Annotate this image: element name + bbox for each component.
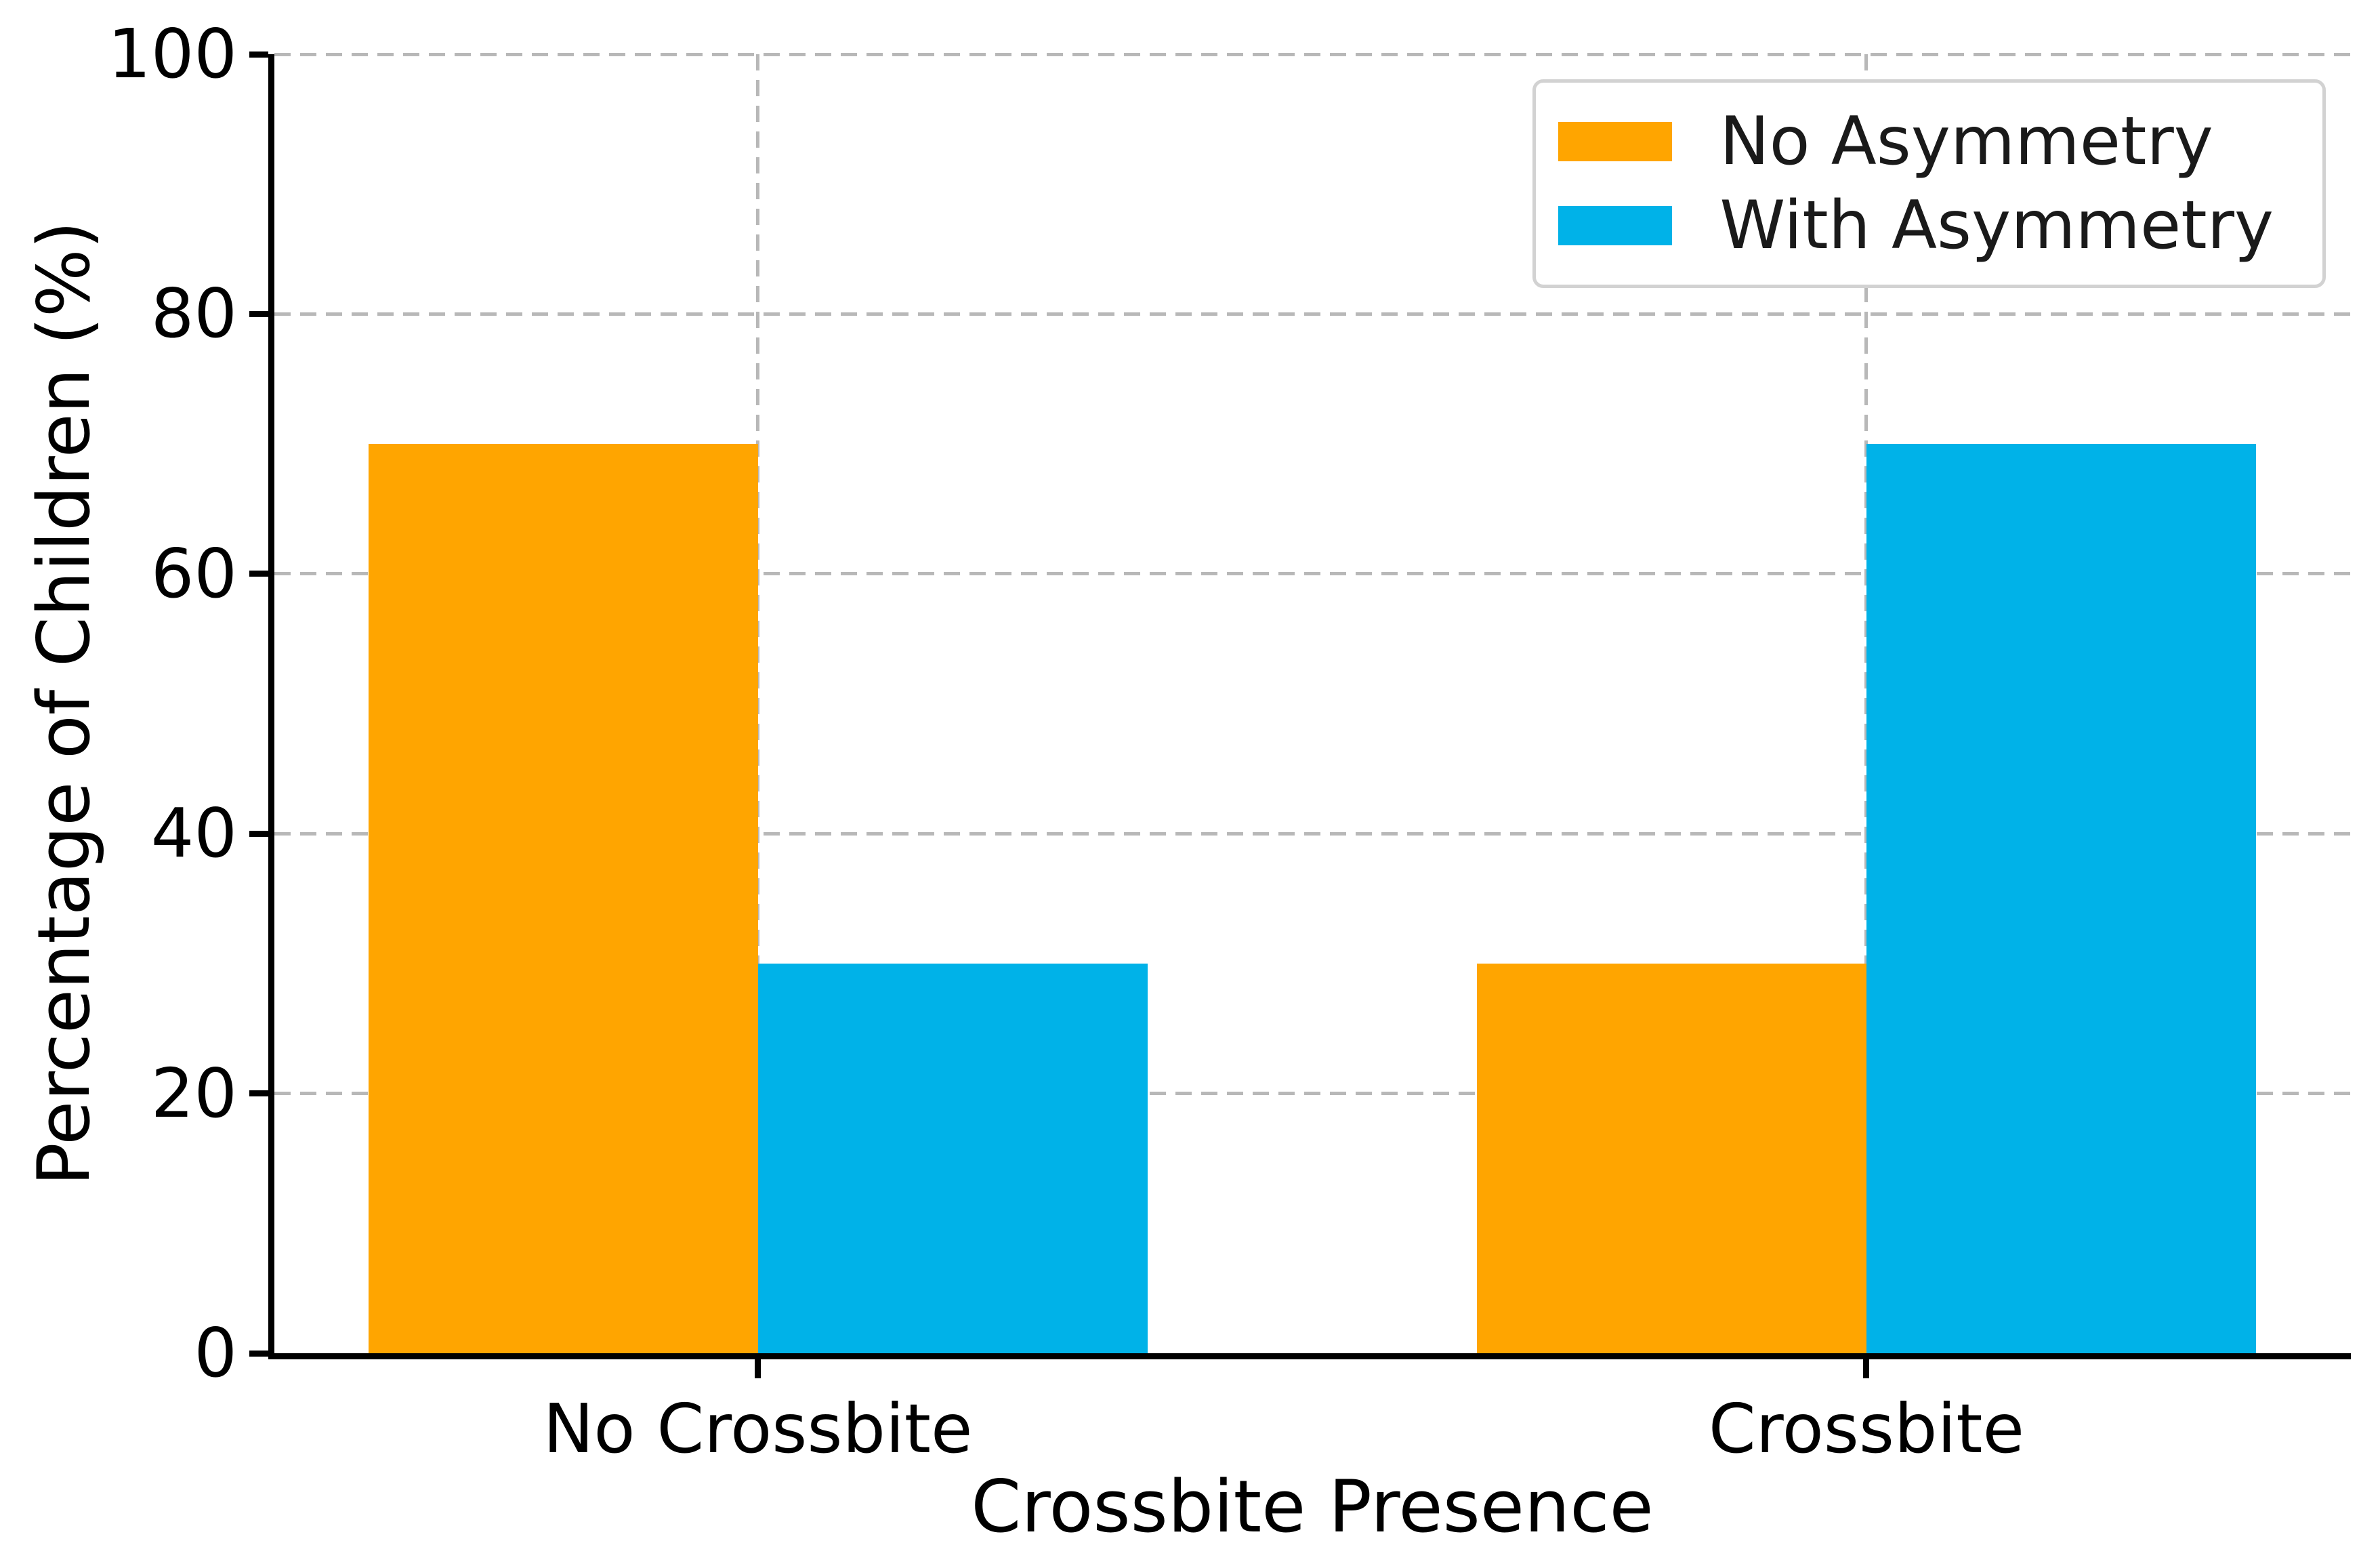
y-tick-label-80: 80 [150,274,237,354]
y-tick-100 [249,51,268,58]
legend-item-with-asymmetry: With Asymmetry [1558,191,2274,260]
h-gridline-80 [274,312,2351,316]
legend-item-no-asymmetry: No Asymmetry [1558,107,2274,176]
x-tick-crossbite [1863,1359,1870,1378]
v-gridline-no-crossbite [756,54,760,1353]
legend-swatch-with-asymmetry [1558,206,1673,245]
y-tick-40 [249,830,268,837]
x-tick-label-crossbite: Crossbite [1708,1389,2024,1468]
legend-label-no-asymmetry: No Asymmetry [1719,103,2213,180]
bar-crossbite-no-asymmetry [1476,963,1866,1353]
y-tick-label-20: 20 [150,1053,237,1133]
plot-area: 0 20 40 60 80 100 No Crossbite Crossbite No Asy… [108,14,2351,1468]
h-gridline-100 [274,52,2351,56]
y-tick-20 [249,1090,268,1097]
y-tick-label-40: 40 [150,794,237,873]
h-gridline-20 [274,1092,2351,1096]
y-tick-80 [249,310,268,317]
x-tick-no-crossbite [755,1359,761,1378]
x-axis-line [268,1353,2351,1359]
y-tick-60 [249,571,268,577]
x-axis-title: Crossbite Presence [971,1465,1654,1545]
x-tick-label-no-crossbite: No Crossbite [543,1389,973,1468]
bar-no-crossbite-with-asymmetry [757,963,1148,1353]
y-axis-line [268,54,274,1359]
y-tick-0 [249,1350,268,1357]
h-gridline-40 [274,831,2351,836]
y-tick-label-100: 100 [108,14,237,94]
bar-no-crossbite-no-asymmetry [368,444,758,1353]
y-tick-label-60: 60 [150,533,237,613]
legend: No Asymmetry With Asymmetry [1532,79,2326,288]
legend-label-with-asymmetry: With Asymmetry [1719,187,2274,264]
legend-swatch-no-asymmetry [1558,122,1673,161]
h-gridline-60 [274,572,2351,576]
y-axis-title: Percentage of Children (%) [22,220,106,1187]
bar-crossbite-with-asymmetry [1866,444,2256,1353]
y-tick-label-0: 0 [194,1313,237,1393]
